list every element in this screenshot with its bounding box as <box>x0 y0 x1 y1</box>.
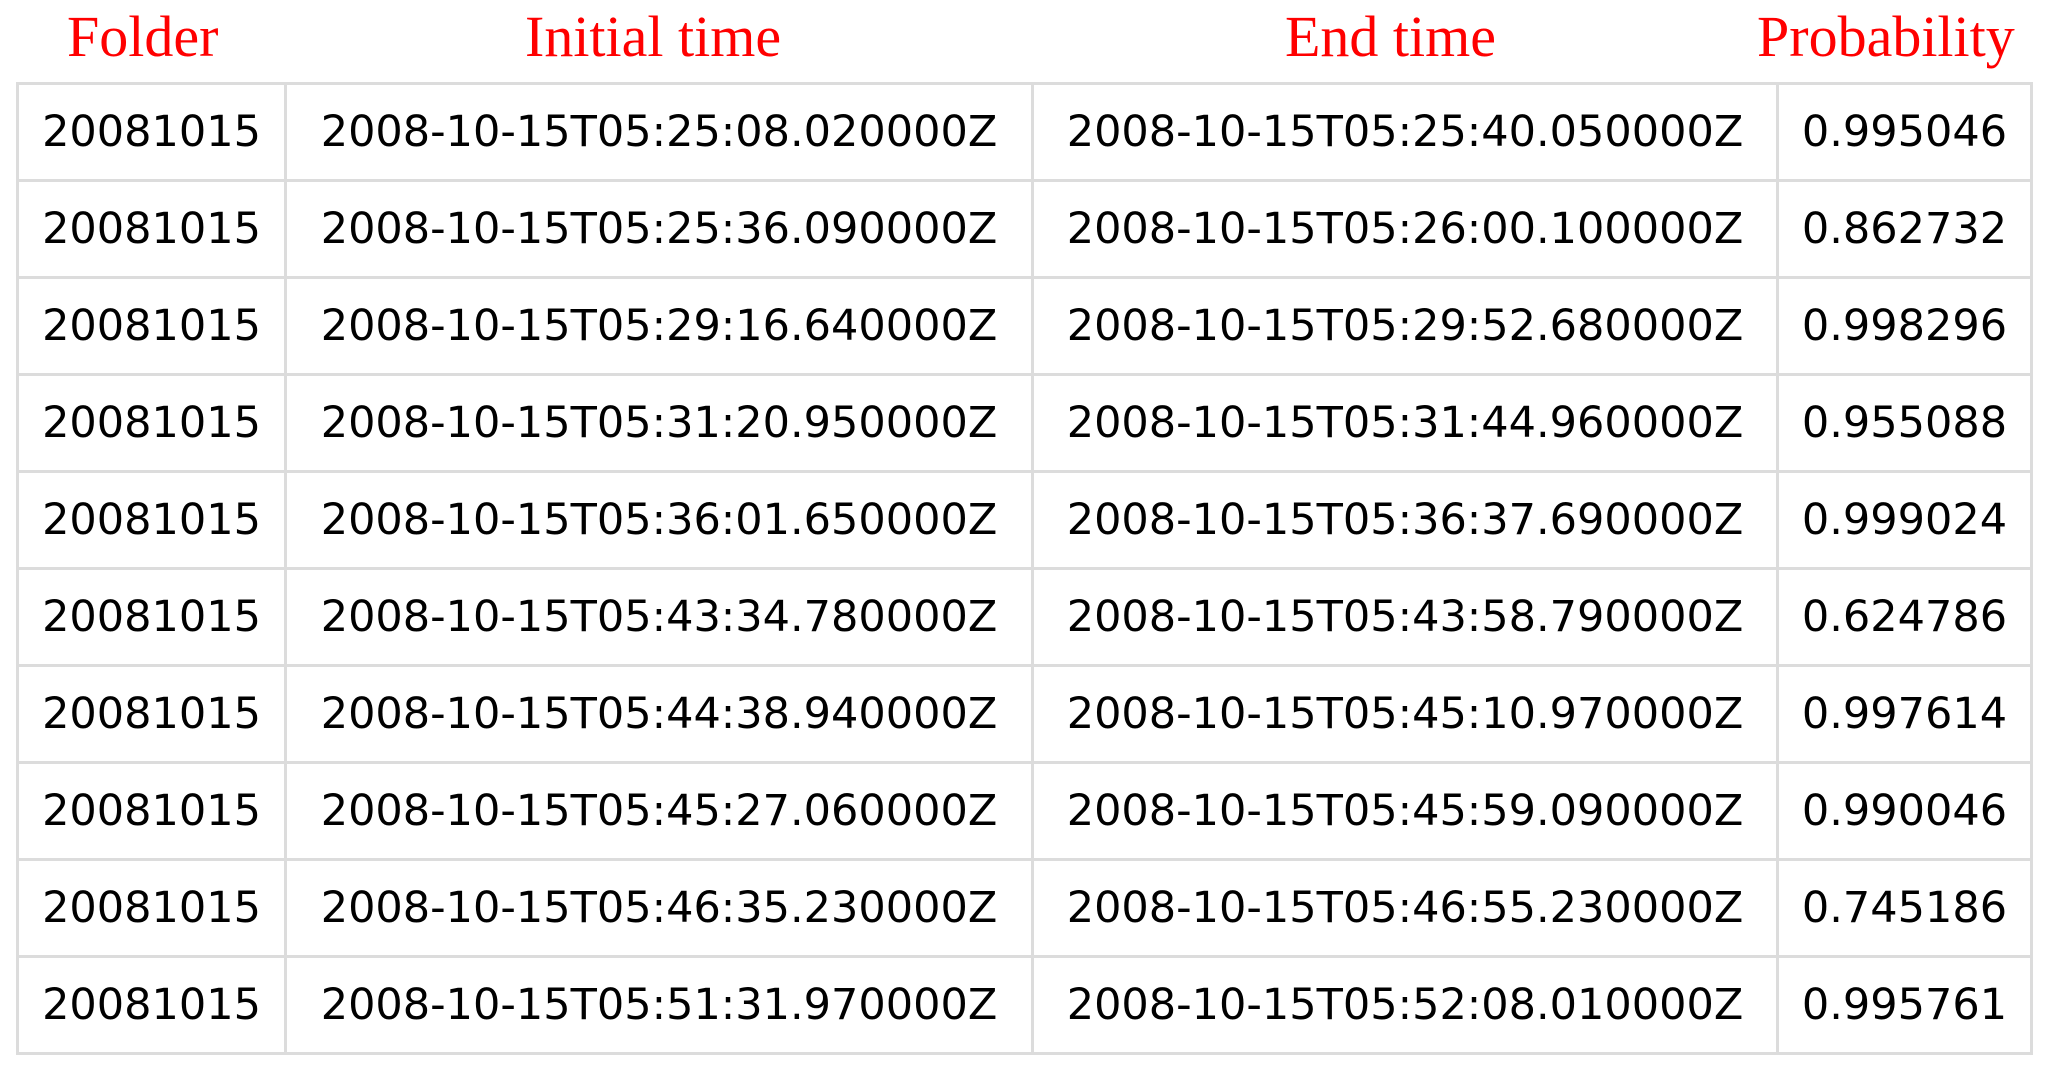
cell-probability: 0.999024 <box>1776 470 2033 570</box>
cell-probability: 0.995761 <box>1776 955 2033 1055</box>
table-row: 20081015 2008-10-15T05:36:01.650000Z 200… <box>16 470 2033 570</box>
cell-folder: 20081015 <box>16 373 287 473</box>
cell-end-time: 2008-10-15T05:43:58.790000Z <box>1031 567 1779 667</box>
table-row: 20081015 2008-10-15T05:29:16.640000Z 200… <box>16 276 2033 376</box>
header-probability: Probability <box>1757 4 2015 69</box>
cell-probability: 0.998296 <box>1776 276 2033 376</box>
cell-probability: 0.995046 <box>1776 82 2033 182</box>
cell-folder: 20081015 <box>16 955 287 1055</box>
cell-probability: 0.997614 <box>1776 664 2033 764</box>
cell-probability: 0.862732 <box>1776 179 2033 279</box>
header-folder: Folder <box>67 4 219 69</box>
cell-end-time: 2008-10-15T05:45:59.090000Z <box>1031 761 1779 861</box>
table-row: 20081015 2008-10-15T05:25:36.090000Z 200… <box>16 179 2033 279</box>
cell-folder: 20081015 <box>16 276 287 376</box>
cell-probability: 0.990046 <box>1776 761 2033 861</box>
header-initial-time: Initial time <box>525 4 782 69</box>
cell-initial-time: 2008-10-15T05:51:31.970000Z <box>284 955 1034 1055</box>
cell-end-time: 2008-10-15T05:52:08.010000Z <box>1031 955 1779 1055</box>
cell-initial-time: 2008-10-15T05:25:36.090000Z <box>284 179 1034 279</box>
cell-probability: 0.745186 <box>1776 858 2033 958</box>
table-row: 20081015 2008-10-15T05:44:38.940000Z 200… <box>16 664 2033 764</box>
results-table-body: 20081015 2008-10-15T05:25:08.020000Z 200… <box>16 82 2033 1055</box>
cell-initial-time: 2008-10-15T05:44:38.940000Z <box>284 664 1034 764</box>
cell-folder: 20081015 <box>16 567 287 667</box>
cell-initial-time: 2008-10-15T05:45:27.060000Z <box>284 761 1034 861</box>
cell-probability: 0.955088 <box>1776 373 2033 473</box>
cell-end-time: 2008-10-15T05:36:37.690000Z <box>1031 470 1779 570</box>
cell-initial-time: 2008-10-15T05:29:16.640000Z <box>284 276 1034 376</box>
cell-folder: 20081015 <box>16 179 287 279</box>
column-headers: Folder Initial time End time Probability <box>0 0 2047 80</box>
cell-end-time: 2008-10-15T05:31:44.960000Z <box>1031 373 1779 473</box>
cell-end-time: 2008-10-15T05:25:40.050000Z <box>1031 82 1779 182</box>
cell-folder: 20081015 <box>16 761 287 861</box>
cell-folder: 20081015 <box>16 82 287 182</box>
cell-end-time: 2008-10-15T05:26:00.100000Z <box>1031 179 1779 279</box>
table-row: 20081015 2008-10-15T05:43:34.780000Z 200… <box>16 567 2033 667</box>
table-row: 20081015 2008-10-15T05:46:35.230000Z 200… <box>16 858 2033 958</box>
cell-folder: 20081015 <box>16 470 287 570</box>
table-row: 20081015 2008-10-15T05:31:20.950000Z 200… <box>16 373 2033 473</box>
cell-initial-time: 2008-10-15T05:46:35.230000Z <box>284 858 1034 958</box>
cell-probability: 0.624786 <box>1776 567 2033 667</box>
cell-initial-time: 2008-10-15T05:25:08.020000Z <box>284 82 1034 182</box>
header-end-time: End time <box>1285 4 1497 69</box>
results-table: 20081015 2008-10-15T05:25:08.020000Z 200… <box>16 82 2033 1055</box>
cell-folder: 20081015 <box>16 664 287 764</box>
cell-end-time: 2008-10-15T05:45:10.970000Z <box>1031 664 1779 764</box>
cell-initial-time: 2008-10-15T05:43:34.780000Z <box>284 567 1034 667</box>
table-row: 20081015 2008-10-15T05:45:27.060000Z 200… <box>16 761 2033 861</box>
cell-folder: 20081015 <box>16 858 287 958</box>
cell-end-time: 2008-10-15T05:29:52.680000Z <box>1031 276 1779 376</box>
cell-initial-time: 2008-10-15T05:36:01.650000Z <box>284 470 1034 570</box>
cell-initial-time: 2008-10-15T05:31:20.950000Z <box>284 373 1034 473</box>
table-row: 20081015 2008-10-15T05:51:31.970000Z 200… <box>16 955 2033 1055</box>
table-row: 20081015 2008-10-15T05:25:08.020000Z 200… <box>16 82 2033 182</box>
cell-end-time: 2008-10-15T05:46:55.230000Z <box>1031 858 1779 958</box>
